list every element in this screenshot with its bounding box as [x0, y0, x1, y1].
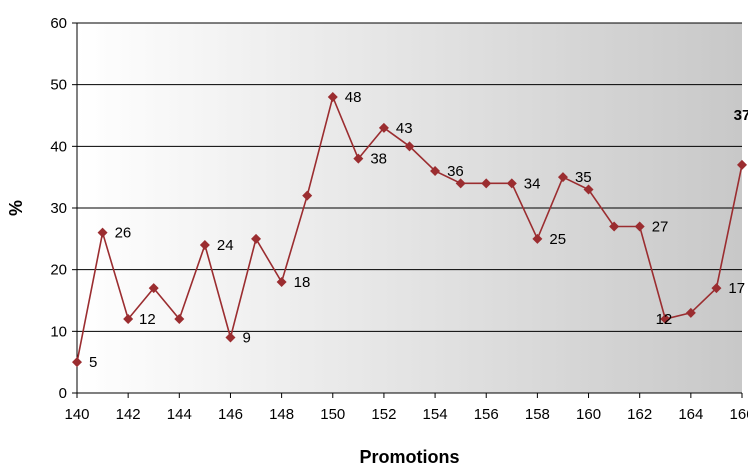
x-tick-label: 142	[116, 406, 141, 423]
data-label: 36	[447, 163, 464, 180]
data-label: 17	[728, 280, 745, 297]
data-point-marker	[378, 122, 389, 133]
data-label: 48	[345, 89, 362, 106]
y-tick-label: 0	[59, 385, 67, 402]
data-point-marker	[251, 233, 262, 244]
data-point-marker	[532, 233, 543, 244]
x-axis-ticks: 140 142 144 146 148 150 152 154 156 158 160 162 164 1…	[64, 393, 748, 423]
data-label: 37	[734, 107, 748, 124]
x-axis-title: Promotions	[359, 447, 459, 467]
y-tick-label: 40	[50, 138, 67, 155]
y-axis-ticks: 0 10 20 30 40 50 60	[50, 15, 77, 402]
data-point-marker	[455, 178, 466, 189]
data-label: 9	[242, 330, 250, 347]
y-axis-title: %	[6, 200, 26, 216]
x-tick-label: 140	[64, 406, 89, 423]
x-tick-label: 146	[218, 406, 243, 423]
data-point-marker	[660, 314, 671, 324]
data-label: 12	[656, 311, 673, 328]
data-point-marker	[199, 240, 210, 250]
data-label: 5	[89, 354, 97, 371]
data-label: 35	[575, 169, 592, 186]
x-tick-label: 162	[627, 406, 652, 423]
x-tick-label: 144	[167, 406, 192, 423]
data-point-marker	[225, 332, 236, 343]
data-point-marker	[123, 314, 134, 324]
data-point-marker	[276, 277, 287, 287]
y-tick-label: 60	[50, 15, 67, 32]
data-point-marker	[430, 166, 441, 176]
data-point-marker	[302, 190, 313, 201]
data-point-marker	[481, 178, 492, 189]
x-tick-label: 150	[320, 406, 345, 423]
x-tick-label: 160	[576, 406, 601, 423]
data-label: 27	[652, 219, 669, 236]
data-labels: 5 26 12 24 9 18 48 38 43 36 34 25 35 27 12 17 37	[89, 89, 748, 371]
data-point-marker	[506, 178, 517, 189]
data-label: 34	[524, 175, 541, 192]
x-tick-label: 164	[678, 406, 703, 423]
x-tick-label: 152	[371, 406, 396, 423]
y-tick-label: 50	[50, 77, 67, 94]
y-tick-label: 30	[50, 200, 67, 217]
data-label: 18	[294, 274, 311, 291]
y-tick-label: 20	[50, 262, 67, 279]
data-point-marker	[737, 159, 747, 170]
data-point-marker	[583, 184, 594, 195]
data-label: 25	[549, 231, 566, 248]
x-tick-label: 156	[474, 406, 499, 423]
data-label: 43	[396, 120, 413, 137]
data-label: 12	[139, 311, 156, 328]
data-point-marker	[148, 283, 159, 294]
data-point-marker	[353, 153, 364, 164]
data-label: 38	[370, 151, 387, 168]
data-point-marker	[72, 357, 82, 368]
x-tick-label: 158	[525, 406, 550, 423]
data-point-marker	[97, 227, 108, 238]
x-tick-label: 148	[269, 406, 294, 423]
x-tick-label: 154	[423, 406, 448, 423]
y-tick-label: 10	[50, 323, 67, 340]
data-label: 26	[115, 225, 132, 242]
data-markers	[72, 92, 747, 368]
data-point-marker	[711, 283, 722, 294]
data-point-marker	[609, 221, 620, 232]
data-point-marker	[174, 314, 185, 324]
data-point-marker	[685, 307, 696, 318]
data-point-marker	[404, 141, 415, 152]
data-point-marker	[634, 221, 645, 232]
data-point-marker	[557, 172, 568, 183]
data-label: 24	[217, 237, 234, 254]
data-point-marker	[327, 92, 338, 102]
x-tick-label: 166	[729, 406, 748, 423]
